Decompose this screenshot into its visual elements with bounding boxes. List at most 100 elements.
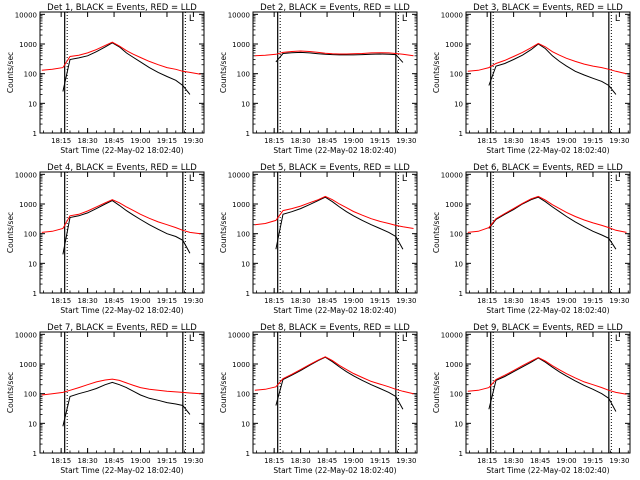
x-tick-label: 18:15 bbox=[477, 297, 497, 305]
y-tick-label: 1000 bbox=[232, 41, 250, 49]
y-axis-label: Counts/sec bbox=[219, 212, 228, 253]
y-tick-label: 1000 bbox=[445, 41, 463, 49]
series-line-events bbox=[275, 356, 404, 410]
x-tick-label: 19:15 bbox=[370, 137, 390, 145]
x-tick-label: 19:00 bbox=[343, 297, 363, 305]
x-tick-label: 18:30 bbox=[291, 457, 311, 465]
y-tick-label: 1 bbox=[246, 290, 250, 298]
y-tick-label: 100 bbox=[237, 71, 250, 79]
series-line-events bbox=[488, 196, 617, 250]
chart-panel-4: Det 4, BLACK = Events, RED = LLD 1 10 100 10… bbox=[6, 163, 205, 315]
annotation-marker: L bbox=[615, 334, 620, 344]
plot-frame bbox=[39, 171, 205, 294]
chart-panel-8: Det 8, BLACK = Events, RED = LLD 1 10 100 10… bbox=[219, 323, 418, 475]
chart-title: Det 4, BLACK = Events, RED = LLD bbox=[47, 163, 197, 173]
y-tick-label: 10 bbox=[241, 100, 250, 108]
chart-panel-6: Det 6, BLACK = Events, RED = LLD 1 10 100 10… bbox=[432, 163, 631, 315]
x-tick-label: 19:30 bbox=[183, 137, 203, 145]
y-axis-label: Counts/sec bbox=[432, 52, 441, 93]
y-tick-label: 1 bbox=[33, 130, 37, 138]
plot-frame bbox=[252, 171, 418, 294]
annotation-marker: L bbox=[189, 334, 194, 344]
x-tick-label: 18:30 bbox=[78, 457, 98, 465]
y-tick-label: 1 bbox=[246, 450, 250, 458]
y-tick-label: 10000 bbox=[228, 11, 250, 19]
series-line-events bbox=[488, 43, 617, 95]
x-tick-label: 19:30 bbox=[183, 457, 203, 465]
y-tick-label: 1000 bbox=[232, 201, 250, 209]
x-tick-label: 19:30 bbox=[396, 457, 416, 465]
x-tick-label: 19:15 bbox=[370, 457, 390, 465]
x-tick-label: 19:30 bbox=[396, 137, 416, 145]
x-axis-label: Start Time (22-May-02 18:02:40) bbox=[60, 306, 183, 315]
x-tick-label: 18:30 bbox=[78, 137, 98, 145]
y-tick-label: 10000 bbox=[228, 331, 250, 339]
plot-frame bbox=[39, 331, 205, 454]
x-tick-label: 18:45 bbox=[530, 297, 550, 305]
y-tick-label: 10000 bbox=[441, 171, 463, 179]
x-axis-label: Start Time (22-May-02 18:02:40) bbox=[60, 466, 183, 475]
x-tick-label: 19:00 bbox=[556, 137, 576, 145]
x-tick-label: 19:15 bbox=[157, 137, 177, 145]
chart-panel-3: Det 3, BLACK = Events, RED = LLD 1 10 100 10… bbox=[432, 3, 631, 155]
annotation-marker: L bbox=[615, 174, 620, 184]
plot-frame bbox=[252, 11, 418, 134]
x-tick-label: 19:15 bbox=[370, 297, 390, 305]
y-tick-label: 1000 bbox=[232, 361, 250, 369]
x-tick-label: 18:45 bbox=[530, 457, 550, 465]
annotation-marker: L bbox=[615, 14, 620, 24]
x-tick-label: 18:15 bbox=[264, 297, 284, 305]
x-tick-label: 18:15 bbox=[477, 137, 497, 145]
plot-frame bbox=[465, 331, 631, 454]
chart-title: Det 9, BLACK = Events, RED = LLD bbox=[473, 323, 623, 333]
x-tick-label: 19:15 bbox=[157, 457, 177, 465]
annotation-marker: L bbox=[402, 334, 407, 344]
x-axis-label: Start Time (22-May-02 18:02:40) bbox=[486, 306, 609, 315]
x-tick-label: 18:15 bbox=[477, 457, 497, 465]
annotation-marker: L bbox=[189, 14, 194, 24]
plot-frame bbox=[465, 11, 631, 134]
x-tick-label: 19:00 bbox=[556, 297, 576, 305]
x-tick-label: 19:00 bbox=[556, 457, 576, 465]
x-tick-label: 19:30 bbox=[396, 297, 416, 305]
x-tick-label: 19:30 bbox=[609, 457, 629, 465]
x-tick-label: 19:30 bbox=[609, 297, 629, 305]
series-line-lld bbox=[41, 41, 201, 75]
chart-panel-7: Det 7, BLACK = Events, RED = LLD 1 10 100 10… bbox=[6, 323, 205, 475]
series-line-events bbox=[62, 42, 191, 95]
chart-panel-1: Det 1, BLACK = Events, RED = LLD 1 10 100 10… bbox=[6, 3, 205, 155]
y-tick-label: 1000 bbox=[19, 41, 37, 49]
y-axis-label: Counts/sec bbox=[6, 212, 15, 253]
series-line-events bbox=[62, 381, 191, 427]
y-axis-label: Counts/sec bbox=[219, 372, 228, 413]
annotation-marker: L bbox=[189, 174, 194, 184]
series-line-lld bbox=[254, 195, 414, 229]
series-line-lld bbox=[41, 378, 201, 396]
y-tick-label: 1000 bbox=[445, 361, 463, 369]
chart-panel-5: Det 5, BLACK = Events, RED = LLD 1 10 100 10… bbox=[219, 163, 418, 315]
y-tick-label: 100 bbox=[450, 71, 463, 79]
x-tick-label: 18:45 bbox=[317, 297, 337, 305]
x-tick-label: 18:30 bbox=[504, 297, 524, 305]
series-line-lld bbox=[467, 195, 627, 233]
chart-title: Det 1, BLACK = Events, RED = LLD bbox=[47, 3, 197, 13]
x-tick-label: 18:30 bbox=[291, 137, 311, 145]
series-line-events bbox=[62, 200, 191, 255]
y-tick-label: 1 bbox=[459, 130, 463, 138]
x-axis-label: Start Time (22-May-02 18:02:40) bbox=[273, 466, 396, 475]
x-tick-label: 19:00 bbox=[130, 137, 150, 145]
x-tick-label: 18:30 bbox=[504, 137, 524, 145]
x-tick-label: 18:45 bbox=[104, 137, 124, 145]
x-axis-label: Start Time (22-May-02 18:02:40) bbox=[273, 146, 396, 155]
x-tick-label: 19:00 bbox=[130, 297, 150, 305]
chart-title: Det 7, BLACK = Events, RED = LLD bbox=[47, 323, 197, 333]
x-tick-label: 19:30 bbox=[609, 137, 629, 145]
chart-panel-9: Det 9, BLACK = Events, RED = LLD 1 10 100 10… bbox=[432, 323, 631, 475]
x-axis-label: Start Time (22-May-02 18:02:40) bbox=[273, 306, 396, 315]
y-tick-label: 10000 bbox=[228, 171, 250, 179]
series-line-events bbox=[275, 51, 404, 63]
series-line-lld bbox=[254, 356, 414, 395]
y-tick-label: 1000 bbox=[19, 201, 37, 209]
y-axis-label: Counts/sec bbox=[432, 212, 441, 253]
x-tick-label: 19:00 bbox=[130, 457, 150, 465]
